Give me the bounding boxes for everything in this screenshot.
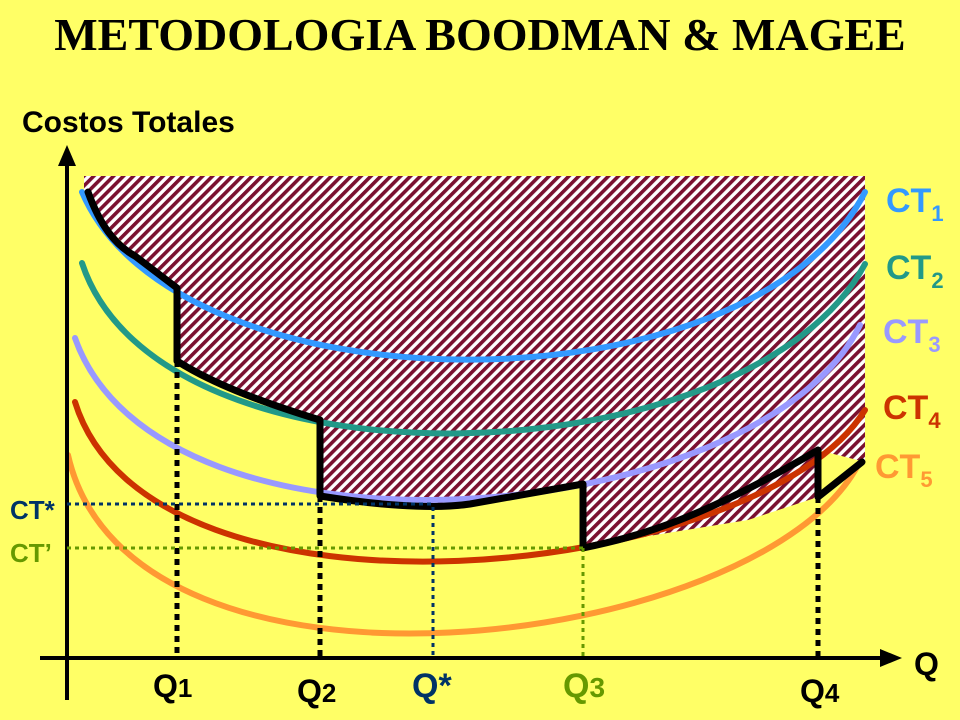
q2-label: Q2 [297,673,336,709]
q4-label: Q4 [800,673,840,709]
x-axis-arrow [880,649,902,667]
ct3-label: CT3 [883,313,941,357]
ct2-label: CT2 [886,249,944,293]
ct5-label: CT5 [875,448,933,492]
minimum-cost-envelope [84,188,866,552]
ct-star-label: CT* [10,495,56,525]
y-axis-arrow [58,145,76,166]
ct4-curve [72,399,868,565]
q3-label: Q3 [563,667,605,705]
ct3-curve [72,322,863,503]
ct1-curve [79,189,868,363]
ct2-curve [79,260,868,437]
q1-label: Q1 [153,668,192,704]
ct-prime-label: CT’ [10,538,52,568]
ct1-label: CT1 [886,182,944,226]
page-title: METODOLOGIA BOODMAN & MAGEE [54,9,906,60]
y-axis-label: Costos Totales [22,106,235,139]
ct5-curve [65,452,861,637]
ct4-label: CT4 [883,389,941,433]
x-axis-label: Q [914,646,939,682]
qstar-label: Q* [412,667,452,705]
